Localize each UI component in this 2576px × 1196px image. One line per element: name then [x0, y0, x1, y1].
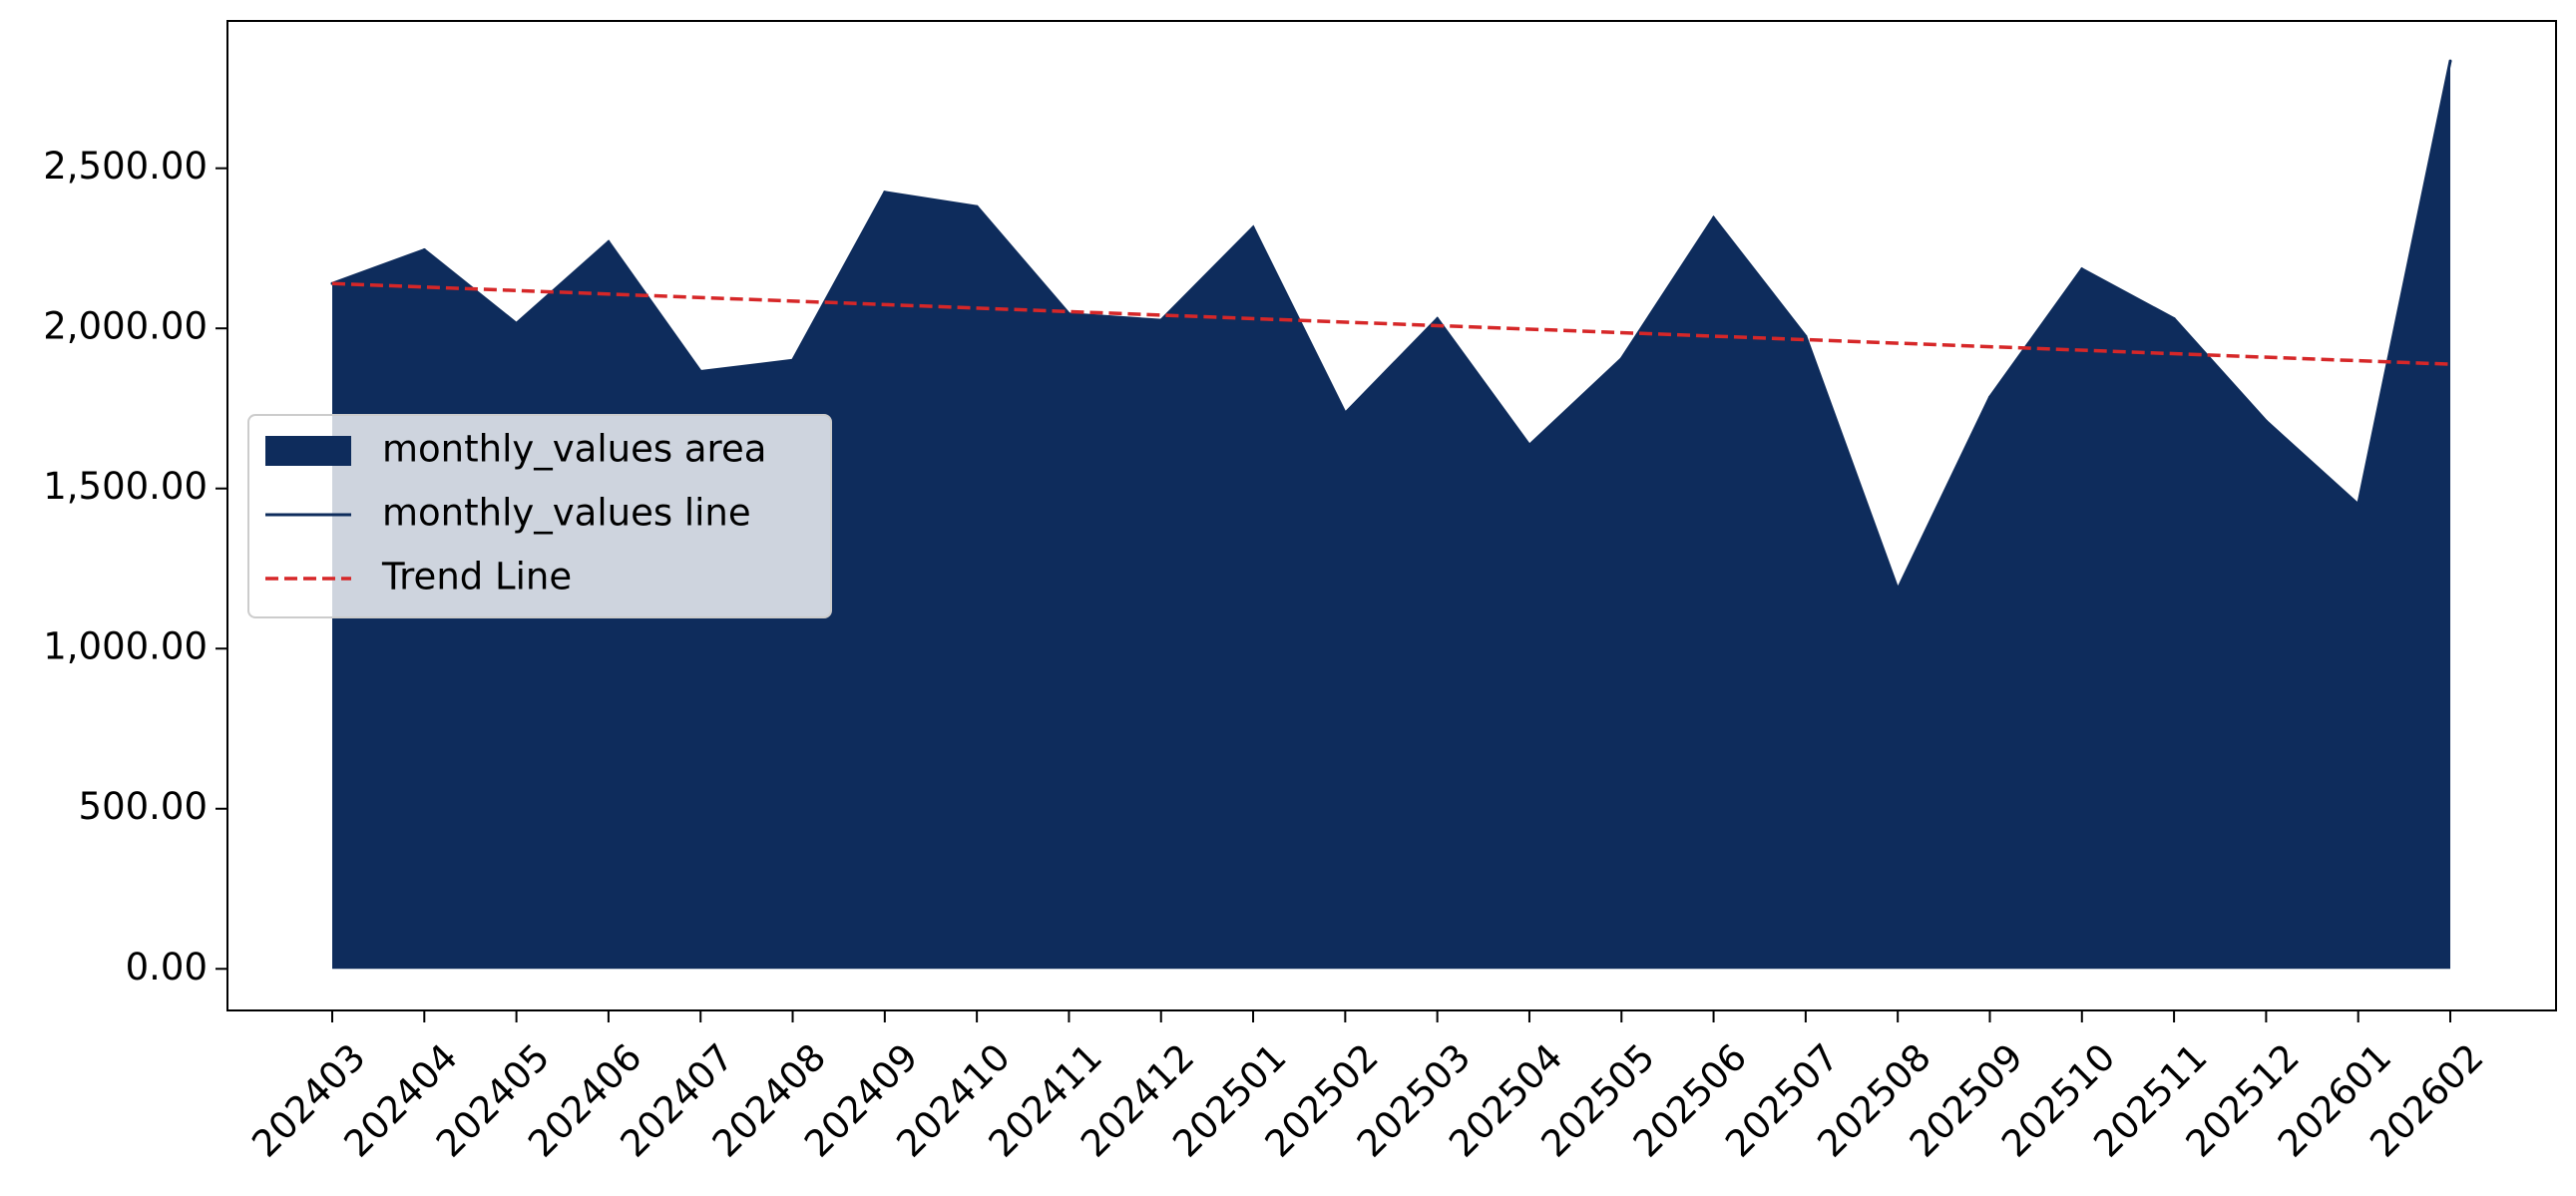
data-point-202406: [607, 240, 611, 244]
data-point-202412: [1159, 318, 1163, 322]
y-tick-label: 2,000.00: [43, 305, 208, 348]
legend: monthly_values area monthly_values line Tr…: [247, 414, 832, 618]
trend-line: [331, 281, 2451, 366]
data-point-202504: [1527, 443, 1531, 447]
data-point-202502: [1343, 411, 1347, 415]
y-tick-label: 1,000.00: [43, 625, 208, 668]
plot-frame: [226, 20, 2557, 1011]
data-point-202506: [1712, 215, 1716, 219]
data-point-202405: [515, 321, 519, 325]
data-point-202503: [1436, 317, 1440, 321]
y-tick-label: 2,500.00: [43, 145, 208, 188]
legend-label: monthly_values area: [382, 428, 766, 471]
data-point-202501: [1251, 225, 1255, 229]
data-point-202512: [2264, 419, 2268, 423]
y-tick-label: 1,500.00: [43, 465, 208, 508]
legend-box: [247, 414, 832, 618]
data-point-202408: [791, 358, 795, 362]
data-point-202510: [2080, 267, 2084, 271]
series-line: [331, 60, 2452, 594]
data-point-202602: [2448, 59, 2452, 63]
data-point-202410: [975, 204, 979, 208]
y-tick-label: 0.00: [126, 946, 208, 989]
data-point-202411: [1067, 312, 1071, 316]
y-axis: 0.00 500.00 1,000.00 1,500.00 2,000.00 2,500.…: [43, 145, 227, 989]
data-point-202505: [1619, 357, 1623, 361]
data-point-202404: [422, 248, 426, 252]
plot-area: [330, 59, 2452, 970]
legend-label: monthly_values line: [382, 492, 751, 535]
data-point-202509: [1987, 395, 1991, 399]
y-tick-label: 500.00: [79, 785, 208, 828]
legend-label: Trend Line: [381, 556, 572, 598]
data-point-202409: [883, 191, 887, 195]
data-point-202507: [1804, 334, 1808, 338]
data-point-202407: [698, 370, 702, 374]
data-point-202508: [1896, 588, 1900, 592]
data-point-202511: [2172, 317, 2176, 321]
area-fill: [332, 61, 2450, 970]
x-axis: 2024032024042024052024062024072024082024…: [243, 1010, 2492, 1165]
data-point-202601: [2357, 503, 2361, 507]
legend-swatch-area: [265, 436, 351, 466]
